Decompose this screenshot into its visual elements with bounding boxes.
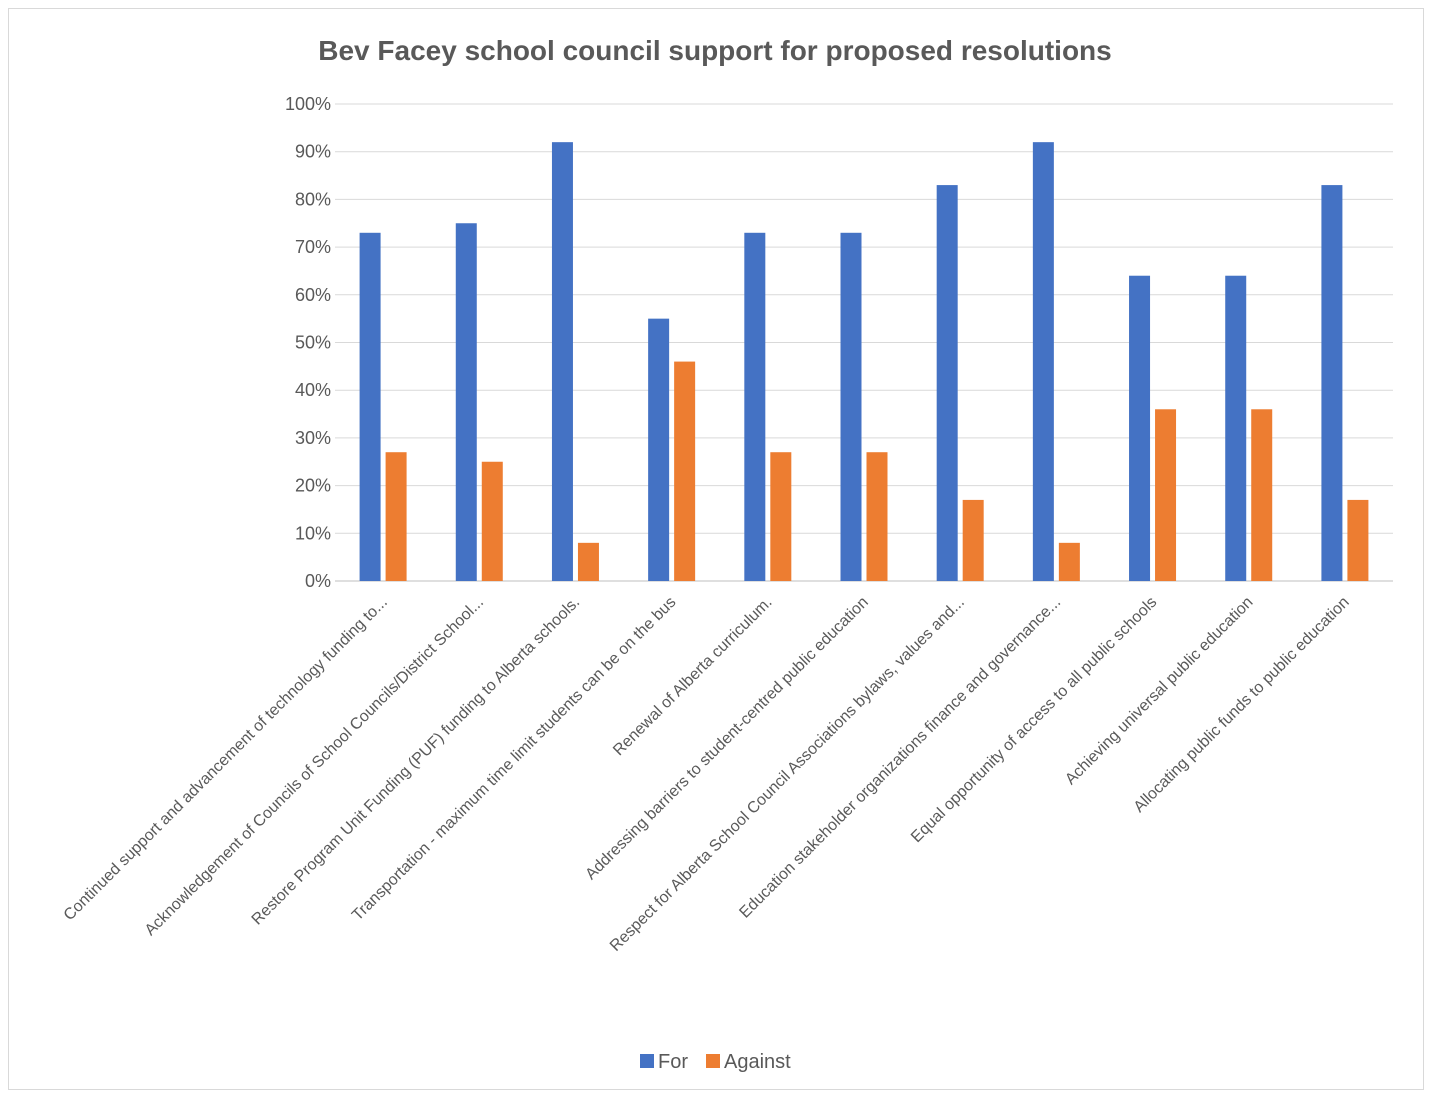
gridlines [335,103,1393,582]
y-tick-label: 60% [295,285,331,305]
bar-against [1251,409,1273,581]
y-tick-label: 40% [295,380,331,400]
bar-against [481,461,503,581]
x-category-label: Continued support and advancement of tec… [61,594,391,924]
bar-for [1321,185,1343,581]
legend-label-against: Against [724,1051,791,1073]
bar-for [551,142,573,581]
y-tick-label: 0% [305,571,331,591]
x-category-label: Acknowledgement of Councils of School Co… [142,594,487,939]
bar-against [866,452,888,581]
y-tick-label: 70% [295,237,331,257]
x-category-label: Transportation - maximum time limit stud… [349,594,679,924]
y-tick-label: 100% [285,94,331,114]
bar-against [1058,542,1080,581]
y-axis-tick-labels: 0% 10% 20% 30% 40% 50% 60% 70% 80% 90% 100% [285,94,331,591]
bar-against [770,452,792,581]
chart-title: Bev Facey school council support for pro… [318,35,1111,66]
y-tick-label: 20% [295,476,331,496]
bar-against [674,361,696,581]
x-category-label: Renewal of Alberta curriculum. [610,594,775,759]
bar-against [962,499,984,581]
legend: For Against [640,1051,791,1073]
bars [359,142,1369,582]
bar-for [1032,142,1054,581]
bar-against [577,542,599,581]
y-tick-label: 90% [295,142,331,162]
bar-against [1347,499,1369,581]
legend-label-for: For [658,1051,688,1073]
bar-for [359,232,381,582]
y-tick-label: 80% [295,189,331,209]
bar-for [840,232,862,582]
x-category-label: Respect for Alberta School Council Assoc… [607,594,968,955]
x-category-label: Achieving universal public education [1062,594,1256,788]
bar-for [936,185,958,581]
bar-against [385,452,407,581]
chart-frame [8,8,1424,1090]
bar-for [744,232,766,582]
x-category-label: Education stakeholder organizations fina… [736,594,1064,922]
bar-against [1155,409,1177,581]
bar-for [455,223,477,581]
legend-swatch-for [640,1054,654,1068]
bar-for [1225,275,1247,581]
x-category-label: Allocating public funds to public educat… [1131,594,1353,816]
legend-swatch-against [706,1054,720,1068]
x-axis-category-labels: Continued support and advancement of tec… [61,594,1353,955]
bar-for [1129,275,1151,581]
y-tick-label: 50% [295,333,331,353]
y-tick-label: 30% [295,428,331,448]
x-category-label: Restore Program Unit Funding (PUF) fundi… [249,594,584,929]
bar-for [648,318,670,581]
y-tick-label: 10% [295,523,331,543]
